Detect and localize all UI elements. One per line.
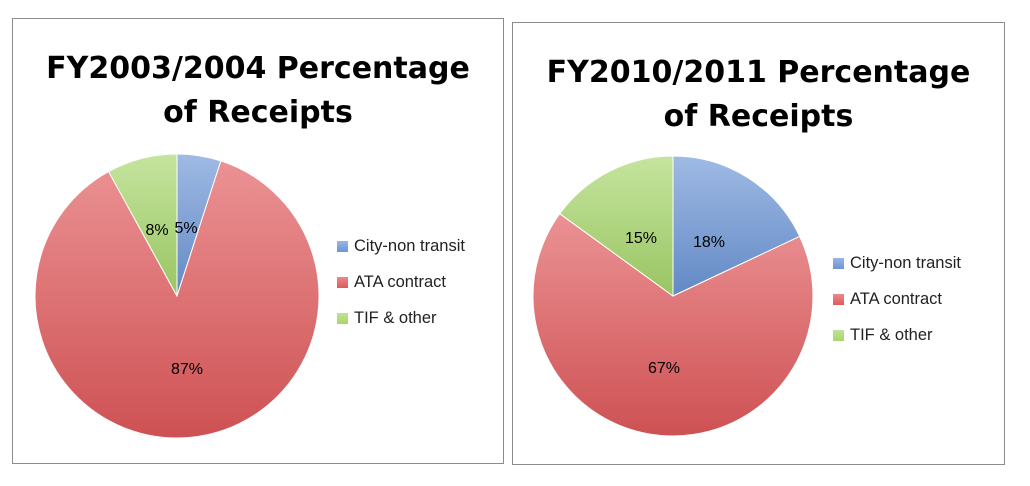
data-label-city-non-transit: 18%	[693, 234, 725, 251]
chart-title: FY2010/2011 Percentage of Receipts	[513, 51, 1004, 139]
chart-legend: City-non transit ATA contract TIF & othe…	[833, 245, 961, 353]
pie-slice-tif-other	[559, 155, 674, 297]
data-label-city-non-transit: 5%	[174, 220, 197, 237]
legend-swatch	[833, 329, 844, 341]
legend-item-ata-contract: ATA contract	[833, 281, 961, 317]
legend-label: City-non transit	[850, 253, 961, 272]
legend-label: ATA contract	[850, 289, 943, 308]
legend-label: City-non transit	[354, 236, 465, 255]
legend-label: TIF & other	[354, 308, 437, 327]
data-label-ata-contract: 67%	[648, 360, 680, 377]
chart-title-line-2: of Receipts	[663, 99, 854, 134]
legend-item-tif-other: TIF & other	[833, 317, 961, 353]
pie-slice-ata-contract	[34, 160, 320, 439]
pie-slice-tif-other	[107, 153, 178, 297]
pie-slice-city-non-transit	[672, 155, 801, 297]
data-label-tif-other: 15%	[625, 230, 657, 247]
legend-label: TIF & other	[850, 325, 933, 344]
legend-swatch	[337, 240, 348, 252]
legend-item-tif-other: TIF & other	[337, 300, 465, 336]
chart-title: FY2003/2004 Percentage of Receipts	[13, 47, 503, 135]
data-label-tif-other: 8%	[145, 222, 168, 239]
legend-swatch	[833, 257, 844, 269]
chart-title-line-2: of Receipts	[163, 95, 353, 130]
legend-item-city-non-transit: City-non transit	[337, 228, 465, 264]
legend-swatch	[833, 293, 844, 305]
legend-item-city-non-transit: City-non transit	[833, 245, 961, 281]
legend-item-ata-contract: ATA contract	[337, 264, 465, 300]
pie-slice-ata-contract	[532, 213, 814, 437]
legend-label: ATA contract	[354, 272, 447, 291]
chart-title-line-1: FY2010/2011 Percentage	[546, 55, 971, 90]
legend-swatch	[337, 312, 348, 324]
data-label-ata-contract: 87%	[171, 361, 203, 378]
chart-legend: City-non transit ATA contract TIF & othe…	[337, 228, 465, 336]
chart-title-line-1: FY2003/2004 Percentage	[46, 51, 470, 86]
legend-swatch	[337, 276, 348, 288]
